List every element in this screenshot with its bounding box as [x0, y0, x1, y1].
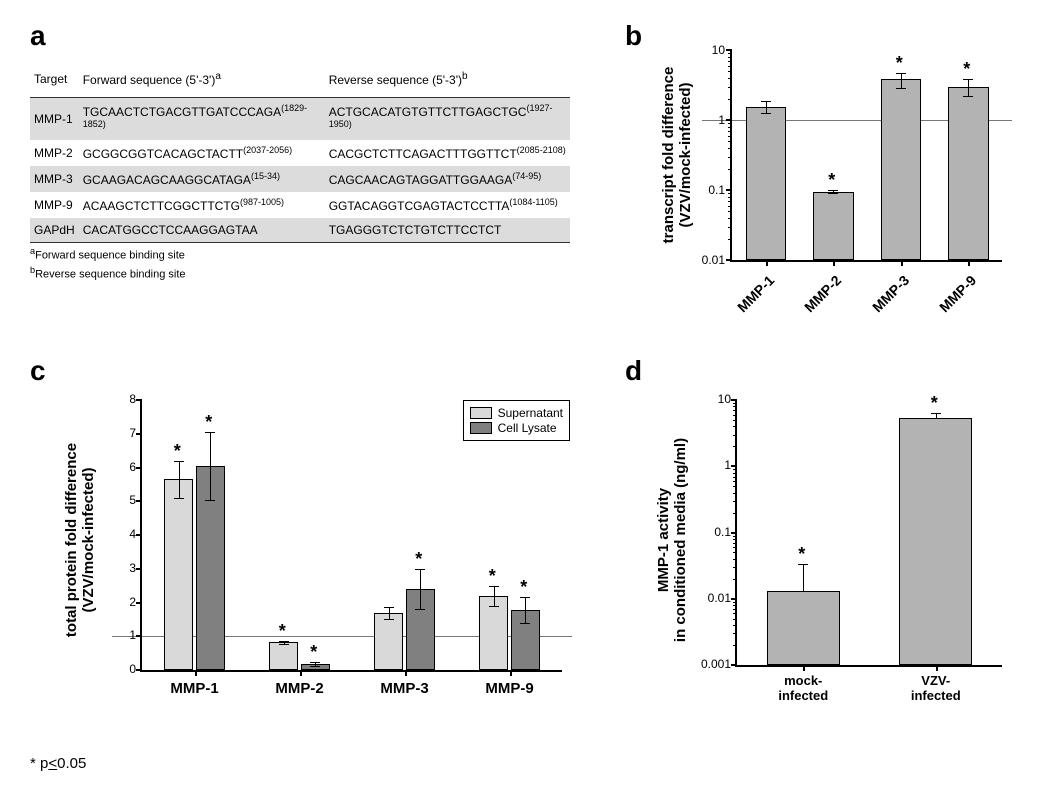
- chart-d-ylabel: MMP-1 activityin conditioned media (ng/m…: [655, 410, 689, 670]
- bar: [746, 107, 787, 260]
- primer-table: Target Forward sequence (5'-3')a Reverse…: [30, 65, 570, 243]
- bar: [881, 79, 922, 260]
- chart-b-ylabel: transcript fold difference(VZV/mock-infe…: [660, 50, 694, 260]
- table-row: MMP-9ACAAGCTCTTCGGCTTCTG(987-1005)GGTACA…: [30, 192, 570, 218]
- bar: [269, 642, 298, 670]
- legend-item: Supernatant: [470, 406, 563, 420]
- table-row: MMP-2GCGGCGGTCACAGCTACTT(2037-2056)CACGC…: [30, 140, 570, 166]
- bar: [948, 87, 989, 260]
- figure: a Target Forward sequence (5'-3')a Rever…: [20, 20, 1030, 780]
- chart-c-legend: SupernatantCell Lysate: [463, 400, 570, 441]
- bar: [164, 479, 193, 670]
- panel-b-label: b: [625, 20, 642, 52]
- table-row: MMP-3GCAAGACAGCAAGGCATAGA(15-34)CAGCAACA…: [30, 166, 570, 192]
- col-forward: Forward sequence (5'-3')a: [79, 65, 325, 98]
- bar: [479, 596, 508, 670]
- col-reverse: Reverse sequence (5'-3')b: [325, 65, 570, 98]
- table-footnotes: aForward sequence binding site bReverse …: [30, 245, 186, 283]
- col-target: Target: [30, 65, 79, 98]
- chart-d: MMP-1 activityin conditioned media (ng/m…: [650, 390, 1020, 730]
- chart-c-ylabel: total protein fold difference(VZV/mock-i…: [63, 415, 97, 665]
- table-row: GAPdHCACATGGCCTCCAAGGAGTAATGAGGGTCTCTGTC…: [30, 218, 570, 243]
- panel-c-label: c: [30, 355, 46, 387]
- bar: [813, 192, 854, 260]
- chart-c: total protein fold difference(VZV/mock-i…: [55, 390, 585, 730]
- bar: [767, 591, 840, 665]
- table-row: MMP-1TGCAACTCTGACGTTGATCCCAGA(1829-1852)…: [30, 98, 570, 141]
- bar: [374, 613, 403, 670]
- p-value-note: * p<0.05: [30, 755, 86, 772]
- panel-a-label: a: [30, 20, 46, 52]
- chart-b: transcript fold difference(VZV/mock-infe…: [655, 40, 1015, 335]
- bar: [899, 418, 972, 665]
- legend-item: Cell Lysate: [470, 421, 563, 435]
- panel-d-label: d: [625, 355, 642, 387]
